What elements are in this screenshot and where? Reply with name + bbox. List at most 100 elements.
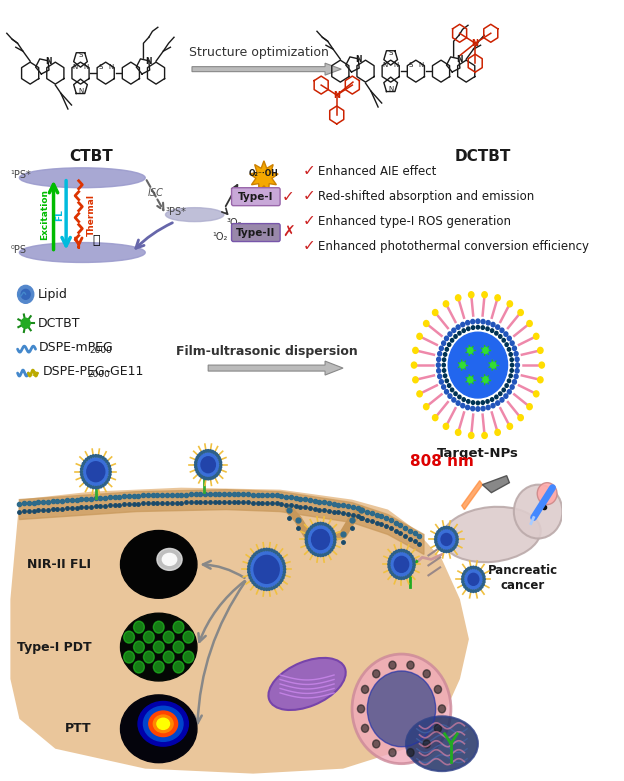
Circle shape (83, 458, 109, 486)
Ellipse shape (19, 243, 145, 262)
Circle shape (446, 551, 447, 553)
Circle shape (219, 469, 221, 471)
Circle shape (361, 686, 369, 694)
Circle shape (260, 549, 263, 551)
Circle shape (95, 487, 97, 489)
Circle shape (90, 455, 92, 458)
Circle shape (436, 544, 438, 546)
Circle shape (477, 589, 479, 591)
Circle shape (443, 423, 449, 430)
Text: N: N (83, 64, 89, 70)
Text: ¹PS*: ¹PS* (11, 169, 31, 180)
Circle shape (305, 538, 307, 540)
Circle shape (85, 458, 87, 461)
Circle shape (124, 651, 134, 663)
Text: ✓: ✓ (282, 189, 295, 204)
Circle shape (283, 565, 286, 568)
Circle shape (411, 555, 413, 558)
Circle shape (173, 621, 184, 633)
Circle shape (373, 670, 380, 678)
Circle shape (464, 571, 466, 573)
Circle shape (327, 552, 329, 555)
Circle shape (483, 581, 485, 583)
Circle shape (82, 479, 84, 481)
Circle shape (333, 544, 335, 546)
Circle shape (388, 563, 390, 565)
Circle shape (442, 341, 446, 345)
Circle shape (163, 651, 174, 663)
Circle shape (104, 458, 106, 461)
Circle shape (460, 362, 466, 368)
Circle shape (491, 323, 495, 326)
Circle shape (471, 326, 475, 330)
Circle shape (454, 392, 457, 395)
Text: DSPE-PEG: DSPE-PEG (43, 365, 105, 377)
Circle shape (447, 383, 451, 387)
Text: DSPE-mPEG: DSPE-mPEG (39, 341, 114, 354)
Circle shape (324, 553, 326, 555)
Circle shape (437, 531, 439, 533)
Circle shape (502, 388, 505, 392)
Circle shape (105, 460, 108, 462)
Circle shape (201, 451, 203, 454)
Circle shape (97, 455, 99, 457)
Circle shape (277, 553, 280, 555)
Circle shape (275, 585, 278, 587)
Circle shape (405, 576, 407, 579)
Text: Type-I: Type-I (238, 191, 273, 201)
Circle shape (84, 460, 86, 462)
Ellipse shape (120, 530, 197, 598)
Circle shape (389, 749, 396, 757)
Circle shape (260, 587, 263, 590)
Circle shape (461, 323, 465, 326)
Circle shape (17, 285, 34, 303)
Circle shape (144, 631, 154, 643)
Circle shape (467, 348, 473, 354)
Circle shape (248, 568, 250, 571)
Circle shape (283, 568, 286, 571)
Circle shape (456, 541, 458, 544)
Text: N: N (355, 55, 361, 64)
Circle shape (423, 670, 431, 678)
Circle shape (109, 470, 111, 473)
Text: ³O₂: ³O₂ (226, 218, 241, 227)
Text: N: N (419, 62, 424, 68)
Circle shape (250, 558, 253, 560)
Circle shape (482, 573, 484, 576)
Circle shape (437, 351, 442, 356)
Text: N: N (45, 57, 51, 66)
Text: ✗: ✗ (282, 225, 295, 240)
Circle shape (322, 554, 324, 556)
Circle shape (481, 326, 484, 330)
Circle shape (329, 526, 331, 529)
Circle shape (333, 533, 335, 535)
Text: Pancreatic
cancer: Pancreatic cancer (488, 565, 558, 592)
Circle shape (332, 546, 334, 548)
Circle shape (195, 461, 197, 463)
Circle shape (432, 309, 438, 316)
Circle shape (314, 523, 317, 526)
Circle shape (87, 484, 90, 487)
Circle shape (312, 552, 314, 555)
Circle shape (490, 329, 494, 333)
Circle shape (82, 462, 84, 465)
Text: S: S (389, 50, 393, 56)
Circle shape (81, 476, 84, 478)
Circle shape (220, 466, 222, 469)
Circle shape (282, 560, 284, 562)
Circle shape (405, 551, 407, 553)
Circle shape (256, 585, 258, 587)
Ellipse shape (149, 711, 178, 736)
Circle shape (201, 457, 215, 473)
Circle shape (481, 401, 484, 405)
Circle shape (90, 486, 92, 488)
Circle shape (271, 587, 273, 590)
Circle shape (195, 469, 197, 471)
Circle shape (368, 671, 436, 747)
Circle shape (441, 527, 443, 530)
Circle shape (388, 561, 390, 563)
Circle shape (464, 569, 482, 590)
Circle shape (446, 526, 447, 529)
Circle shape (470, 590, 472, 592)
Circle shape (277, 583, 280, 586)
